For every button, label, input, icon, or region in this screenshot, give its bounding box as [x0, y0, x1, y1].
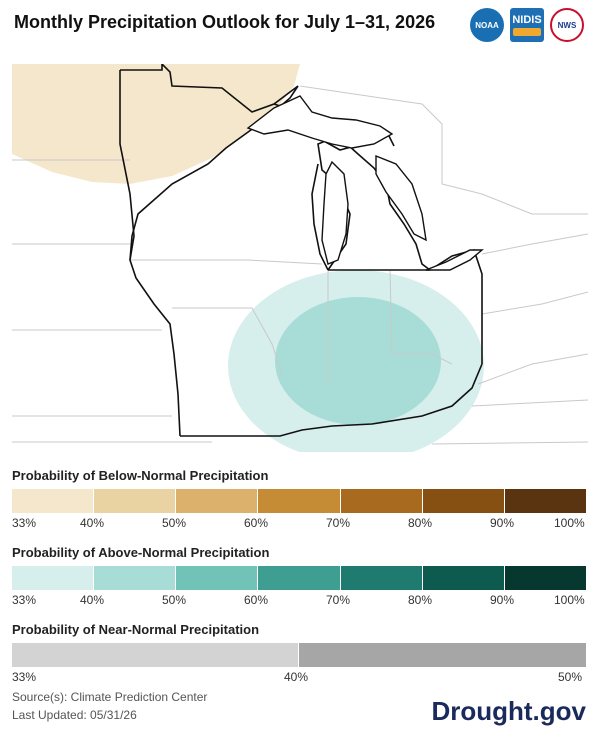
legend-above-ticks: 33% 40% 50% 60% 70% 80% 90% 100% [12, 593, 586, 609]
tick-label: 80% [408, 593, 433, 607]
iowa-wisconsin-border [119, 70, 181, 437]
legend-above-bar [12, 566, 586, 590]
legend-below-normal: Probability of Below-Normal Precipitatio… [12, 468, 586, 532]
legend-below-swatch [340, 489, 423, 513]
southern-border [180, 363, 483, 437]
nidis-wave-icon [513, 28, 541, 36]
legend-near-swatch [299, 643, 586, 667]
legend-below-swatch [504, 489, 586, 513]
noaa-logo-label: NOAA [475, 20, 499, 30]
nidis-logo[interactable]: NIDIS [510, 8, 544, 42]
legend-above-swatch [340, 566, 423, 590]
lake-michigan-shore [311, 163, 329, 271]
legend-above-swatch [258, 566, 341, 590]
source-text: Source(s): Climate Prediction Center [12, 690, 208, 704]
legend-above-swatch [504, 566, 586, 590]
tick-label: 50% [558, 670, 583, 684]
legend-near-title: Probability of Near-Normal Precipitation [12, 622, 260, 637]
legend-near-ticks: 33% 40% 50% [12, 670, 586, 686]
legend-above-swatch [94, 566, 177, 590]
minnesota-border [120, 64, 299, 261]
outlook-map[interactable] [12, 64, 588, 452]
below-normal-33-region [12, 64, 300, 184]
legend-above-swatch [12, 566, 95, 590]
legend-below-swatch [258, 489, 341, 513]
tick-label: 33% [12, 516, 37, 530]
legend-below-ticks: 33% 40% 50% 60% 70% 80% 90% 100% [12, 516, 586, 532]
legend-below-swatch [12, 489, 95, 513]
lake-michigan [321, 160, 349, 265]
great-lakes [246, 95, 484, 271]
source-info: Source(s): Climate Prediction Center Las… [12, 688, 207, 724]
tick-label: 90% [490, 516, 515, 530]
legend-below-title: Probability of Below-Normal Precipitatio… [12, 468, 269, 483]
tick-label: 50% [162, 593, 187, 607]
tick-label: 40% [80, 516, 105, 530]
noaa-logo[interactable]: NOAA [470, 8, 504, 42]
legend-below-swatch [94, 489, 177, 513]
legend-above-swatch [176, 566, 259, 590]
ohio-border [328, 249, 483, 364]
map-svg [12, 64, 588, 452]
drought-gov-brand[interactable]: Drought.gov [431, 696, 586, 726]
tick-label: 33% [12, 670, 37, 684]
page-title: Monthly Precipitation Outlook for July 1… [14, 12, 436, 32]
tick-label: 70% [326, 516, 351, 530]
tick-label: 40% [284, 670, 309, 684]
tick-label: 60% [244, 516, 269, 530]
nidis-logo-label: NIDIS [512, 14, 542, 26]
lake-huron [375, 154, 427, 242]
tick-label: 100% [554, 593, 585, 607]
tick-label: 80% [408, 516, 433, 530]
tick-label: 33% [12, 593, 37, 607]
tick-label: 100% [554, 516, 585, 530]
state-borders [119, 64, 483, 437]
legend-near-bar [12, 643, 586, 667]
tick-label: 60% [244, 593, 269, 607]
lake-erie [425, 249, 484, 271]
logo-group: NOAA NIDIS NWS [470, 8, 584, 42]
secondary-borders [12, 85, 588, 445]
legend-below-bar [12, 489, 586, 513]
legend-below-swatch [422, 489, 505, 513]
legend-below-swatch [176, 489, 259, 513]
above-normal-40-region [275, 297, 441, 425]
tick-label: 90% [490, 593, 515, 607]
lake-superior [246, 95, 394, 149]
legend-above-normal: Probability of Above-Normal Precipitatio… [12, 545, 586, 609]
tick-label: 40% [80, 593, 105, 607]
legend-near-swatch [12, 643, 299, 667]
legend-above-swatch [422, 566, 505, 590]
nws-logo-label: NWS [557, 20, 577, 30]
legend-near-normal: Probability of Near-Normal Precipitation… [12, 622, 586, 686]
tick-label: 50% [162, 516, 187, 530]
tick-label: 70% [326, 593, 351, 607]
last-updated-text: Last Updated: 05/31/26 [12, 708, 137, 722]
legend-above-title: Probability of Above-Normal Precipitatio… [12, 545, 270, 560]
nws-logo[interactable]: NWS [550, 8, 584, 42]
